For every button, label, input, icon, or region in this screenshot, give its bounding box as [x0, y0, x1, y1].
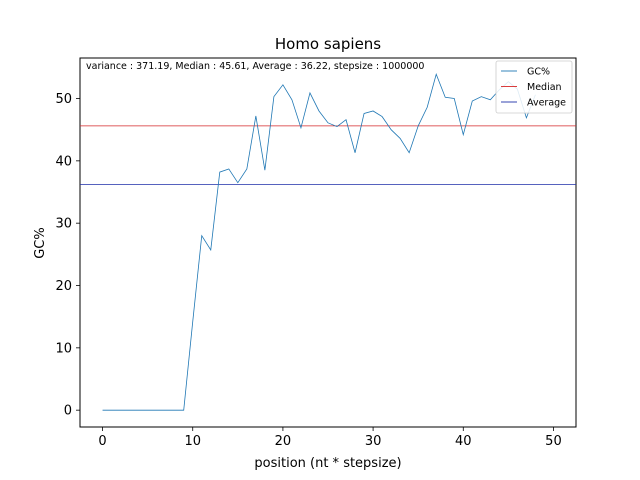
legend-box: [495, 60, 573, 114]
y-axis-label: GC%: [33, 227, 48, 259]
x-axis-label: position (nt * stepsize): [254, 456, 401, 471]
y-tick-label: 40: [55, 154, 72, 169]
x-tick-label: 30: [365, 434, 382, 449]
y-tick-label: 50: [55, 92, 72, 107]
x-tick-label: 10: [184, 434, 201, 449]
legend: GC% Median Average: [495, 60, 573, 114]
x-tick-label: 50: [545, 434, 562, 449]
x-tick-label: 0: [98, 434, 106, 449]
y-tick-label: 30: [55, 217, 72, 232]
legend-label: Average: [527, 98, 566, 109]
stats-annotation: variance : 371.19, Median : 45.61, Avera…: [86, 61, 424, 72]
plot-area: variance : 371.19, Median : 45.61, Avera…: [79, 57, 577, 428]
y-tick-label: 10: [55, 341, 72, 356]
y-axis-ticks: 0 10 20 30 40 50: [55, 92, 80, 419]
legend-label: GC%: [527, 67, 550, 78]
y-tick-label: 20: [55, 279, 72, 294]
x-tick-label: 40: [455, 434, 472, 449]
gc-series-line: [102, 72, 536, 411]
legend-label: Median: [527, 82, 562, 93]
reference-lines: [80, 125, 576, 185]
x-axis-ticks: 0 10 20 30 40 50: [98, 427, 562, 449]
y-tick-label: 0: [64, 404, 72, 419]
chart-title: Homo sapiens: [275, 35, 381, 53]
axes-frame: [79, 57, 577, 428]
x-tick-label: 20: [275, 434, 292, 449]
